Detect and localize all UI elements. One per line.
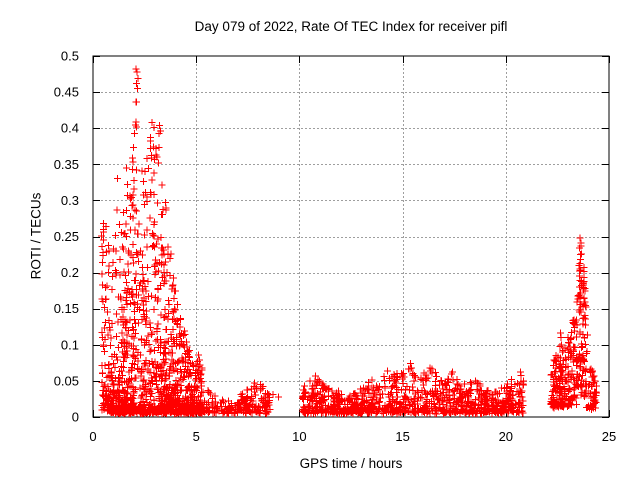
gridlines <box>93 56 609 417</box>
y-tick-label: 0.05 <box>54 373 79 388</box>
y-tick-label: 0.25 <box>54 229 79 244</box>
y-tick-label: 0.4 <box>61 121 79 136</box>
tick-labels: 0 5 10 15 20 25 0 0.05 0.1 0.15 0.2 0.25 0.3 0.35 0.4 0… <box>54 49 617 445</box>
y-tick-label: 0.5 <box>61 49 79 64</box>
y-tick-label: 0.2 <box>61 265 79 280</box>
x-tick-label: 25 <box>602 429 616 444</box>
y-tick-label: 0.3 <box>61 193 79 208</box>
y-tick-label: 0 <box>72 410 79 425</box>
x-tick-label: 0 <box>89 429 96 444</box>
y-tick-label: 0.1 <box>61 337 79 352</box>
x-tick-label: 15 <box>395 429 409 444</box>
x-axis-label: GPS time / hours <box>299 456 403 471</box>
plot-border <box>92 55 610 418</box>
chart-title: Day 079 of 2022, Rate Of TEC Index for r… <box>194 19 508 34</box>
y-tick-label: 0.45 <box>54 85 79 100</box>
x-tick-label: 5 <box>193 429 200 444</box>
y-tick-label: 0.15 <box>54 301 79 316</box>
y-tick-label: 0.35 <box>54 157 79 172</box>
x-tick-label: 20 <box>499 429 513 444</box>
x-tick-label: 10 <box>292 429 306 444</box>
data-points <box>98 65 600 417</box>
